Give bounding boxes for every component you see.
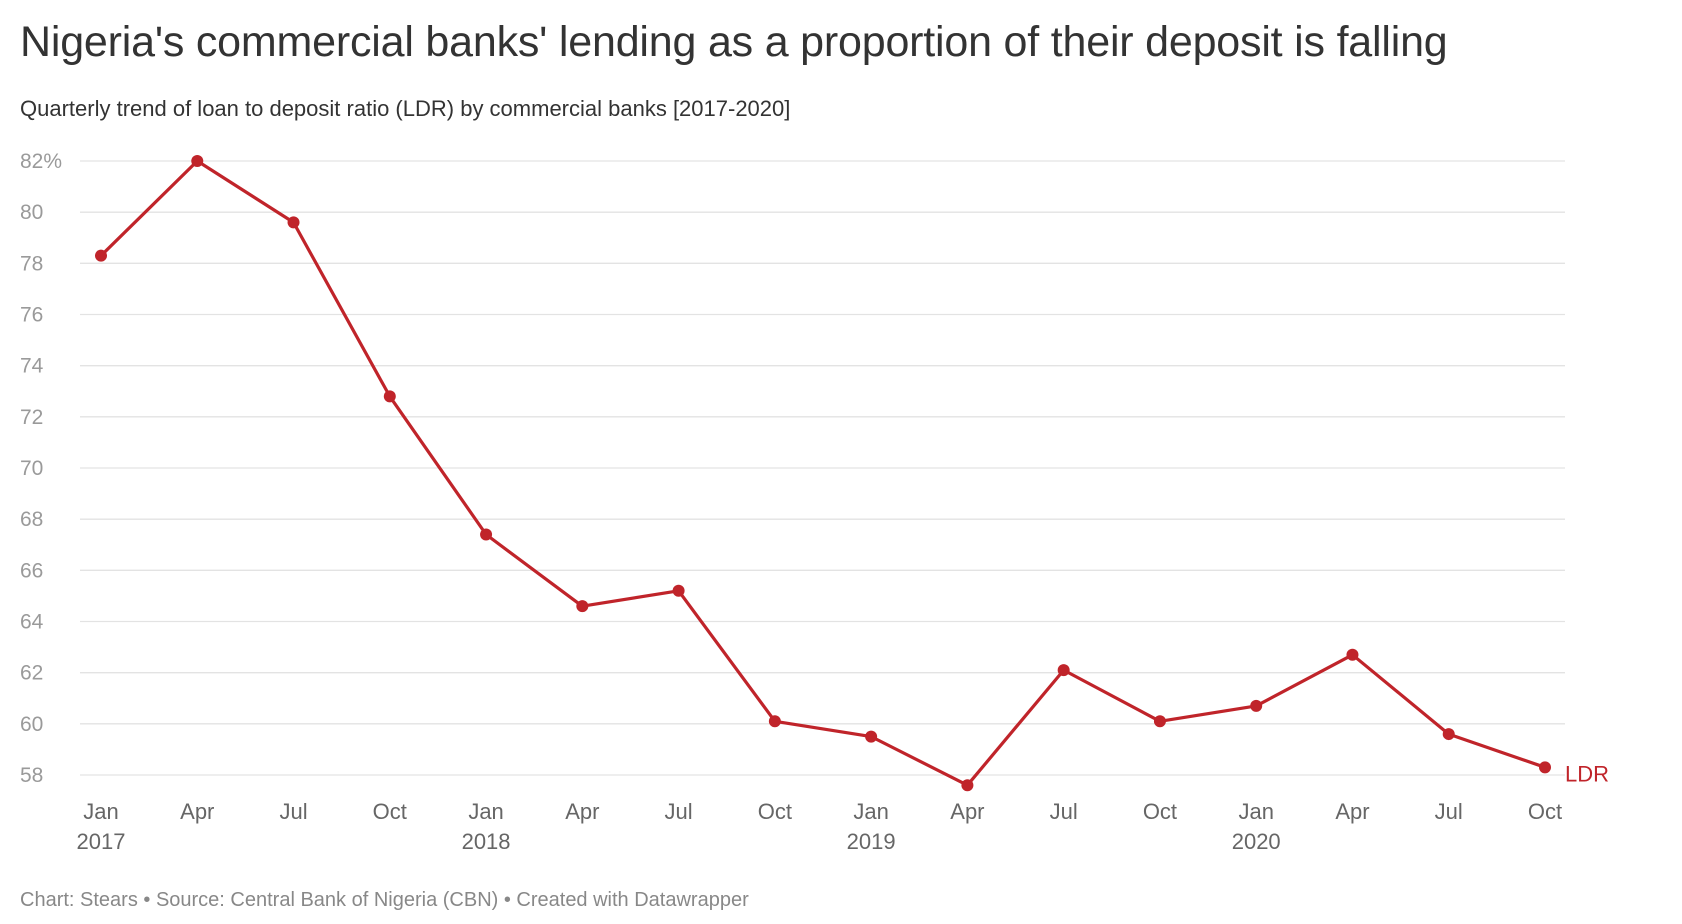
data-point bbox=[287, 216, 300, 229]
x-tick-label: Apr bbox=[180, 799, 214, 824]
series-label: LDR bbox=[1565, 761, 1609, 786]
x-tick-label: Jan bbox=[1238, 799, 1273, 824]
x-axis-tick-labels: Jan 2017 Apr Jul Oct Jan 2018 Apr Jul Oct Jan 2019 A… bbox=[77, 799, 1563, 854]
data-point bbox=[1539, 761, 1551, 774]
data-point bbox=[768, 715, 781, 728]
data-point bbox=[95, 249, 107, 262]
x-tick-label: Apr bbox=[565, 799, 599, 824]
data-point bbox=[865, 730, 878, 743]
line-chart: 58 60 62 64 66 68 70 72 74 76 78 80 82% Jan 2017 Apr Ju… bbox=[20, 150, 1609, 854]
x-tick-label: Oct bbox=[1143, 799, 1177, 824]
x-tick-label: Jul bbox=[665, 799, 693, 824]
chart-footer: Chart: Stears • Source: Central Bank of … bbox=[20, 889, 749, 911]
x-tick-label: Jan bbox=[853, 799, 888, 824]
x-tick-label: Jul bbox=[279, 799, 307, 824]
x-tick-label: Jan bbox=[468, 799, 503, 824]
y-tick-label: 58 bbox=[20, 764, 43, 787]
series-points bbox=[95, 155, 1551, 792]
y-tick-label: 76 bbox=[20, 304, 43, 327]
x-tick-year-label: 2018 bbox=[462, 829, 511, 854]
gridlines bbox=[80, 160, 1565, 776]
y-tick-label: 62 bbox=[20, 662, 43, 685]
x-tick-label: Oct bbox=[758, 799, 792, 824]
data-point bbox=[1057, 664, 1070, 677]
x-tick-label: Oct bbox=[373, 799, 407, 824]
data-point bbox=[1442, 728, 1455, 741]
x-tick-label: Jul bbox=[1050, 799, 1078, 824]
data-point bbox=[1250, 699, 1263, 712]
series-lines bbox=[99, 159, 1547, 787]
x-tick-label: Oct bbox=[1528, 799, 1562, 824]
y-tick-label: 64 bbox=[20, 611, 44, 634]
y-tick-label: 60 bbox=[20, 713, 43, 736]
data-point bbox=[576, 600, 589, 613]
data-point bbox=[383, 390, 396, 403]
y-axis-tick-labels: 58 60 62 64 66 68 70 72 74 76 78 80 82% bbox=[20, 150, 62, 787]
series-labels: LDR bbox=[1565, 761, 1609, 786]
x-tick-label: Apr bbox=[950, 799, 984, 824]
y-tick-label: 82% bbox=[20, 150, 62, 173]
x-tick-year-label: 2019 bbox=[847, 829, 896, 854]
data-point bbox=[191, 155, 204, 167]
y-tick-label: 74 bbox=[20, 355, 44, 378]
y-tick-label: 78 bbox=[20, 252, 43, 275]
data-point bbox=[672, 584, 685, 597]
x-tick-year-label: 2020 bbox=[1232, 829, 1281, 854]
x-tick-label: Jan bbox=[83, 799, 118, 824]
data-point bbox=[1153, 715, 1166, 728]
data-point bbox=[961, 779, 974, 792]
x-tick-label: Apr bbox=[1335, 799, 1369, 824]
y-tick-label: 72 bbox=[20, 406, 43, 429]
x-tick-year-label: 2017 bbox=[77, 829, 126, 854]
data-point bbox=[480, 528, 493, 541]
data-point bbox=[1346, 648, 1359, 661]
y-tick-label: 66 bbox=[20, 559, 43, 582]
y-tick-label: 80 bbox=[20, 201, 43, 224]
y-tick-label: 68 bbox=[20, 508, 43, 531]
y-tick-label: 70 bbox=[20, 457, 43, 480]
series-line-ldr bbox=[99, 159, 1547, 787]
chart-subtitle: Quarterly trend of loan to deposit ratio… bbox=[20, 96, 791, 121]
x-tick-label: Jul bbox=[1435, 799, 1463, 824]
chart-title: Nigeria's commercial banks' lending as a… bbox=[20, 18, 1448, 66]
